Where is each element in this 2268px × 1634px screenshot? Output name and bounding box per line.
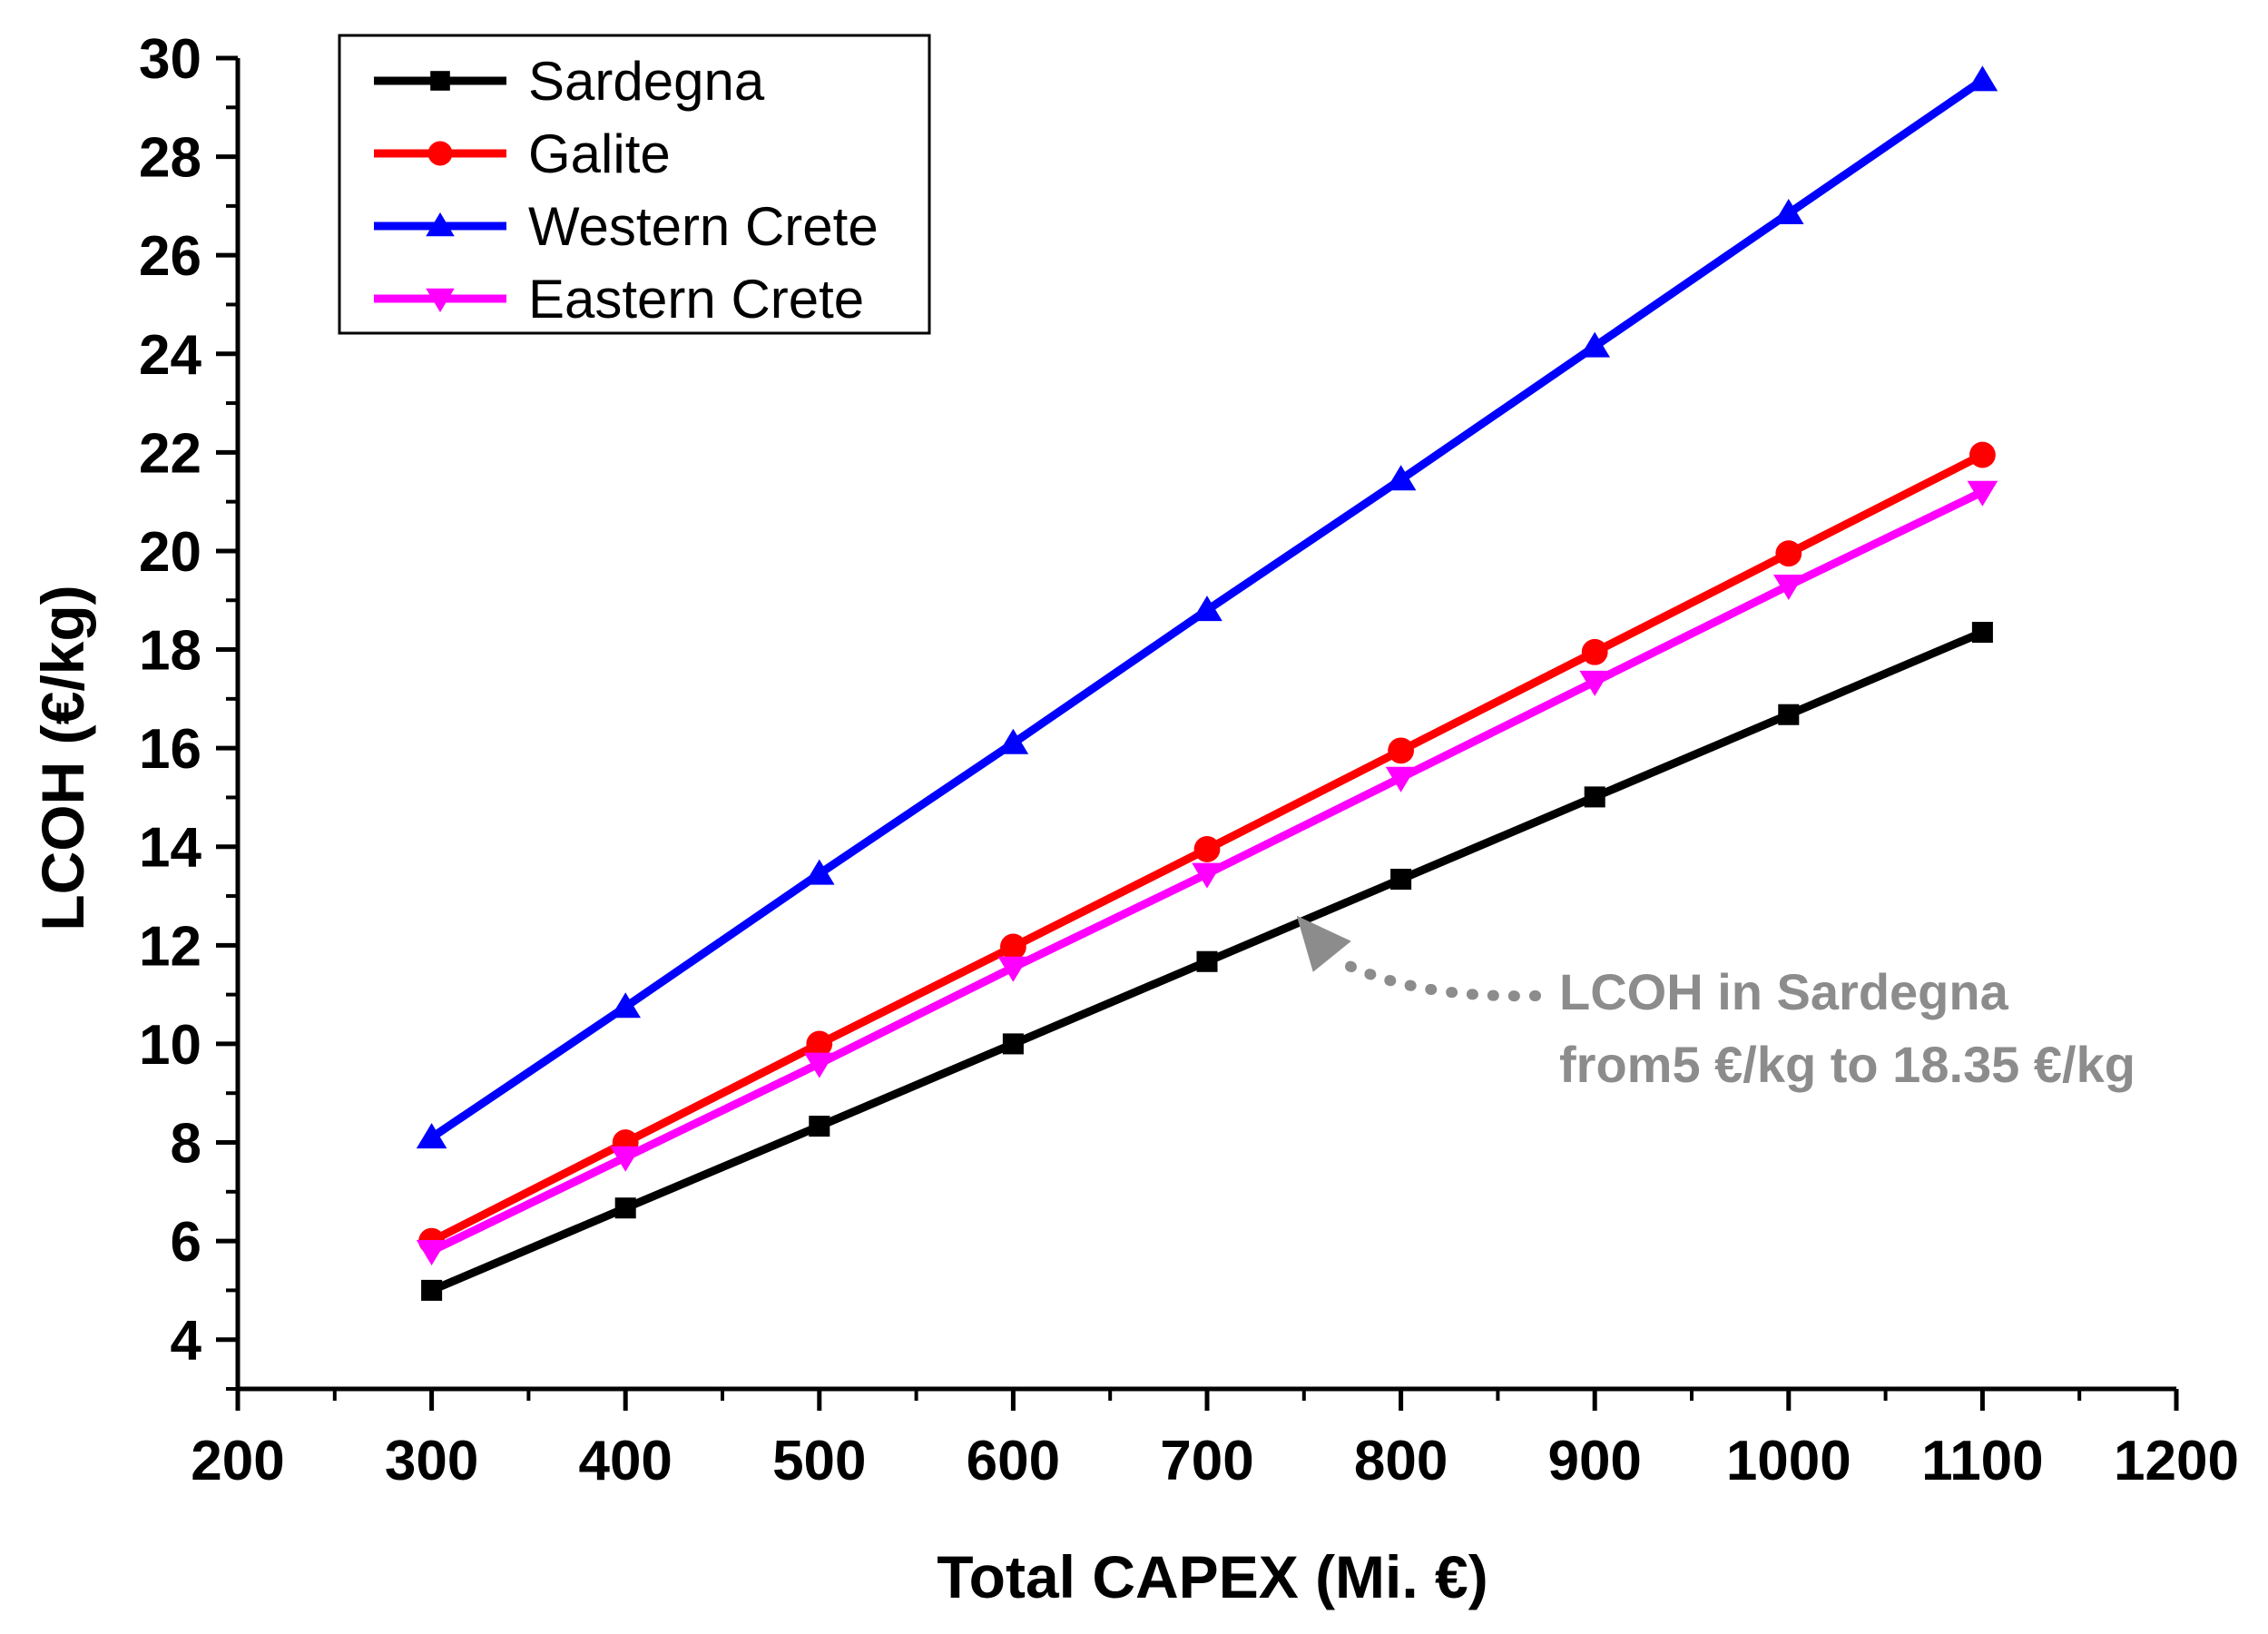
data-point-eastern-crete bbox=[804, 1052, 835, 1078]
data-point-western-crete bbox=[1967, 65, 1998, 92]
y-tick-label: 20 bbox=[139, 521, 201, 584]
annotation: LCOH in Sardegna from5 €/kg to 18.35 €/kg bbox=[1296, 915, 2135, 1093]
x-tick-label: 400 bbox=[578, 1430, 672, 1492]
annotation-line-1: LCOH in Sardegna bbox=[1559, 963, 2009, 1020]
legend-swatch-marker bbox=[426, 288, 455, 312]
legend-item-western-crete: Western Crete bbox=[374, 196, 879, 257]
data-point-eastern-crete bbox=[416, 1239, 447, 1265]
y-tick-label: 12 bbox=[139, 915, 201, 978]
x-tick-label: 800 bbox=[1354, 1430, 1448, 1492]
y-tick-label: 10 bbox=[139, 1014, 201, 1077]
data-point-galite bbox=[1581, 638, 1608, 665]
data-point-western-crete bbox=[610, 992, 641, 1019]
y-tick-label: 16 bbox=[139, 718, 201, 781]
annotation-arrow-line bbox=[1336, 957, 1541, 1002]
x-tick-label: 1200 bbox=[2114, 1430, 2239, 1492]
data-point-galite bbox=[1388, 737, 1414, 764]
legend-swatch-marker bbox=[430, 71, 450, 91]
y-tick-label: 18 bbox=[139, 620, 201, 683]
data-point-sardegna bbox=[1196, 950, 1218, 972]
legend-label: Western Crete bbox=[528, 196, 879, 257]
data-point-galite bbox=[1193, 836, 1221, 862]
data-point-western-crete bbox=[1773, 199, 1804, 225]
legend-label: Galite bbox=[528, 123, 671, 184]
data-point-galite bbox=[806, 1030, 833, 1058]
data-point-western-crete bbox=[1579, 331, 1610, 358]
annotation-arrow-head bbox=[1296, 915, 1351, 972]
legend-label: Sardegna bbox=[528, 51, 765, 112]
x-tick-label: 700 bbox=[1160, 1430, 1253, 1492]
legend-label: Eastern Crete bbox=[528, 269, 864, 330]
x-tick-label: 900 bbox=[1547, 1430, 1641, 1492]
series-eastern-crete bbox=[416, 480, 1998, 1265]
axis-ticks: 200 300 400 500 600 700 800 900 1000 1100 1200 4 6 8 1… bbox=[139, 28, 2239, 1492]
y-tick-label: 8 bbox=[171, 1113, 201, 1176]
annotation-line-2: from5 €/kg to 18.35 €/kg bbox=[1559, 1036, 2135, 1093]
y-tick-label: 14 bbox=[139, 817, 201, 880]
x-tick-label: 300 bbox=[385, 1430, 478, 1492]
legend: Sardegna Galite Western Crete Eastern Crete bbox=[338, 34, 931, 335]
x-axis-title: Total CAPEX (Mi. €) bbox=[937, 1543, 1487, 1610]
data-point-sardegna bbox=[1971, 622, 1993, 644]
y-tick-label: 22 bbox=[139, 422, 201, 485]
y-tick-label: 4 bbox=[171, 1310, 202, 1373]
data-point-sardegna bbox=[421, 1279, 443, 1301]
y-axis-title: LCOH (€/kg) bbox=[29, 585, 96, 930]
data-point-sardegna bbox=[1002, 1033, 1024, 1055]
x-tick-label: 1100 bbox=[1921, 1430, 2044, 1492]
data-point-sardegna bbox=[614, 1197, 636, 1219]
data-point-galite bbox=[1775, 540, 1802, 567]
data-point-western-crete bbox=[997, 728, 1029, 754]
data-point-eastern-crete bbox=[1773, 574, 1804, 600]
data-point-western-crete bbox=[416, 1123, 447, 1149]
data-point-eastern-crete bbox=[1385, 766, 1417, 792]
data-point-eastern-crete bbox=[997, 956, 1029, 982]
legend-item-sardegna: Sardegna bbox=[374, 51, 765, 112]
data-point-sardegna bbox=[1584, 786, 1605, 808]
data-point-sardegna bbox=[1778, 704, 1800, 725]
data-point-eastern-crete bbox=[1192, 862, 1222, 889]
x-tick-label: 600 bbox=[967, 1430, 1060, 1492]
data-point-eastern-crete bbox=[610, 1146, 641, 1172]
y-tick-label: 26 bbox=[139, 225, 201, 288]
legend-swatch-marker bbox=[426, 212, 455, 237]
x-tick-label: 200 bbox=[191, 1430, 284, 1492]
data-point-eastern-crete bbox=[1579, 670, 1610, 696]
x-tick-label: 1000 bbox=[1726, 1430, 1851, 1492]
data-point-galite bbox=[1000, 933, 1026, 960]
data-point-galite bbox=[1969, 441, 1996, 468]
y-tick-label: 30 bbox=[139, 28, 201, 91]
legend-swatch-marker bbox=[427, 141, 453, 166]
series-layer bbox=[416, 65, 1998, 1301]
data-point-western-crete bbox=[1192, 596, 1222, 622]
series-western-crete bbox=[416, 65, 1998, 1149]
data-point-sardegna bbox=[1390, 869, 1412, 891]
series-galite bbox=[418, 441, 1996, 1255]
y-tick-label: 6 bbox=[171, 1211, 201, 1274]
data-point-western-crete bbox=[804, 859, 835, 885]
x-tick-label: 500 bbox=[772, 1430, 866, 1492]
y-tick-label: 28 bbox=[139, 127, 201, 190]
legend-item-eastern-crete: Eastern Crete bbox=[374, 269, 864, 330]
data-point-eastern-crete bbox=[1967, 480, 1998, 507]
data-point-sardegna bbox=[809, 1116, 830, 1137]
y-tick-label: 24 bbox=[139, 324, 201, 387]
legend-item-galite: Galite bbox=[374, 123, 671, 184]
series-sardegna bbox=[421, 622, 1993, 1301]
data-point-western-crete bbox=[1385, 465, 1417, 491]
